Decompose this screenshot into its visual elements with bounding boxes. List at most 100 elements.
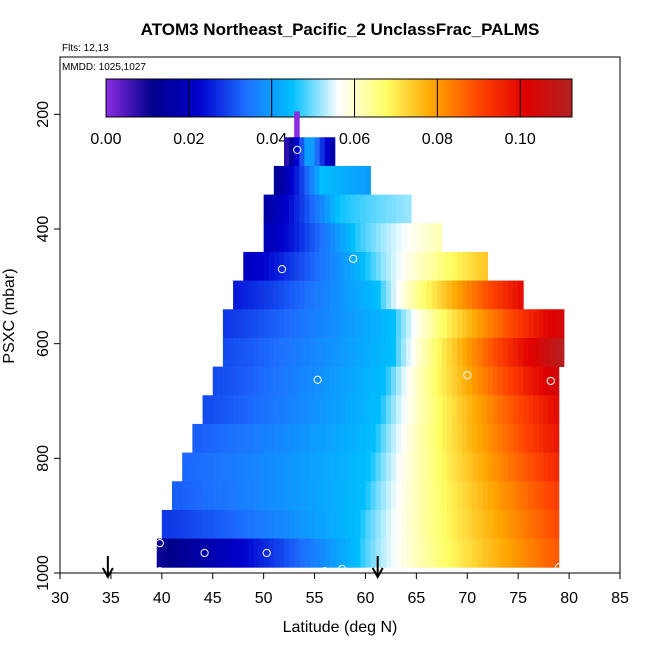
heatmap-cell bbox=[355, 423, 361, 453]
heatmap-cell bbox=[238, 538, 244, 568]
heatmap-cell bbox=[441, 481, 448, 511]
heatmap-cell bbox=[452, 452, 458, 482]
sample-point bbox=[293, 145, 302, 154]
heatmap-cell bbox=[309, 223, 315, 253]
heatmap-cell bbox=[497, 481, 504, 511]
heatmap-cell bbox=[258, 309, 265, 339]
heatmap-cell bbox=[222, 538, 229, 568]
heatmap-cell bbox=[370, 251, 377, 281]
heatmap-cell bbox=[426, 251, 433, 281]
heatmap-cell bbox=[197, 452, 203, 482]
heatmap-cell bbox=[533, 395, 539, 425]
heatmap-cell bbox=[345, 251, 351, 281]
heatmap-cell bbox=[228, 337, 234, 367]
sample-point bbox=[155, 497, 164, 506]
heatmap-cell bbox=[472, 251, 478, 281]
heatmap-cell bbox=[482, 481, 489, 511]
heatmap-cell bbox=[248, 309, 254, 339]
heatmap-cell bbox=[329, 194, 336, 224]
heatmap-cell bbox=[421, 309, 427, 339]
heatmap-cell bbox=[396, 366, 402, 396]
heatmap-cell bbox=[446, 452, 453, 482]
heatmap-cell bbox=[523, 395, 529, 425]
heatmap-cell bbox=[548, 423, 555, 453]
heatmap-cell bbox=[538, 309, 545, 339]
heatmap-cell bbox=[426, 452, 433, 482]
heatmap-cell bbox=[528, 337, 534, 367]
heatmap-cell bbox=[390, 509, 397, 539]
heatmap-cell bbox=[182, 481, 188, 511]
heatmap-cell bbox=[289, 194, 295, 224]
heatmap-cell bbox=[238, 509, 244, 539]
heatmap-cell bbox=[462, 423, 468, 453]
heatmap-cell bbox=[278, 509, 285, 539]
heatmap-cell bbox=[309, 423, 315, 453]
heatmap-cell bbox=[390, 366, 397, 396]
heatmap-cell bbox=[497, 366, 504, 396]
heatmap-cell bbox=[508, 452, 514, 482]
heatmap-cell bbox=[477, 251, 483, 281]
heatmap-cell bbox=[324, 337, 331, 367]
heatmap-cell bbox=[228, 366, 234, 396]
heatmap-cell bbox=[472, 366, 478, 396]
heatmap-cell bbox=[523, 366, 529, 396]
heatmap-cell bbox=[411, 251, 417, 281]
heatmap-cell bbox=[355, 223, 361, 253]
x-tick-label: 50 bbox=[255, 590, 273, 607]
heatmap-cell bbox=[477, 509, 483, 539]
heatmap-cell bbox=[289, 423, 295, 453]
heatmap-cell bbox=[263, 251, 270, 281]
heatmap-cell bbox=[533, 452, 539, 482]
heatmap-cell bbox=[340, 509, 346, 539]
heatmap-cell bbox=[457, 509, 463, 539]
heatmap-cell bbox=[329, 538, 336, 568]
heatmap-cell bbox=[370, 309, 377, 339]
heatmap-cell bbox=[340, 395, 346, 425]
heatmap-cell bbox=[477, 337, 483, 367]
colorbar-tick-label: 0.08 bbox=[422, 131, 453, 148]
heatmap-cell bbox=[360, 538, 366, 568]
heatmap-cell bbox=[258, 251, 265, 281]
heatmap-cell bbox=[222, 481, 229, 511]
y-axis: 200 400 600 800 1000 bbox=[35, 101, 60, 591]
heatmap-cell bbox=[360, 423, 366, 453]
heatmap-cell bbox=[467, 337, 473, 367]
heatmap-cell bbox=[355, 194, 361, 224]
heatmap-cell bbox=[548, 509, 555, 539]
heatmap-cell bbox=[401, 309, 407, 339]
heatmap-cell bbox=[263, 194, 270, 224]
heatmap-cell bbox=[518, 309, 524, 339]
heatmap-cell bbox=[508, 395, 514, 425]
heatmap-cell bbox=[329, 309, 336, 339]
heatmap-cell bbox=[263, 337, 270, 367]
heatmap-cell bbox=[543, 538, 550, 568]
heatmap-cell bbox=[467, 481, 473, 511]
heatmap-cell bbox=[426, 280, 433, 310]
heatmap-cell bbox=[401, 280, 407, 310]
heatmap-cell bbox=[278, 251, 285, 281]
heatmap-cell bbox=[426, 309, 433, 339]
heatmap-cell bbox=[553, 481, 560, 511]
heatmap-cell bbox=[482, 538, 489, 568]
heatmap-cell bbox=[385, 366, 392, 396]
heatmap-cell bbox=[284, 280, 290, 310]
heatmap-cell bbox=[324, 194, 331, 224]
heatmap-cell bbox=[431, 452, 438, 482]
heatmap-cell bbox=[401, 481, 407, 511]
heatmap-cell bbox=[222, 452, 229, 482]
colorbar-gradient bbox=[105, 78, 573, 118]
heatmap-cell bbox=[263, 423, 270, 453]
heatmap-cell bbox=[390, 481, 397, 511]
heatmap-cell bbox=[431, 395, 438, 425]
heatmap-cell bbox=[497, 337, 504, 367]
heatmap-cell bbox=[482, 423, 489, 453]
heatmap-cell bbox=[334, 165, 341, 195]
heatmap-cell bbox=[319, 452, 326, 482]
heatmap-cell bbox=[273, 395, 280, 425]
heatmap-cell bbox=[314, 337, 321, 367]
heatmap-cell bbox=[467, 309, 473, 339]
heatmap-cell bbox=[294, 251, 300, 281]
x-tick-label: 40 bbox=[153, 590, 171, 607]
heatmap-cell bbox=[324, 395, 331, 425]
heatmap-cell bbox=[365, 423, 371, 453]
